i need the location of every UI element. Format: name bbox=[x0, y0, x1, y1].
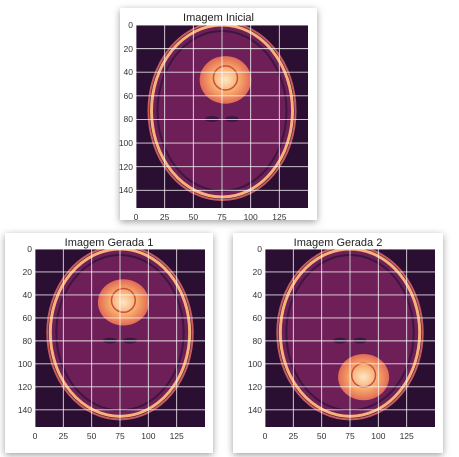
x-tick-label: 125 bbox=[399, 431, 414, 441]
panel-card-generated-1: Imagem Gerada 1 0 20 40 60 80 100 120 140 0 25 50 7… bbox=[5, 233, 213, 453]
tumor-core-ring bbox=[212, 65, 239, 91]
x-tick-label: 25 bbox=[288, 431, 299, 441]
tumor-region bbox=[199, 56, 252, 104]
y-tick-label: 60 bbox=[22, 312, 32, 323]
x-tick-label: 100 bbox=[141, 431, 156, 441]
y-tick-label: 80 bbox=[22, 335, 32, 346]
panel-title: Imagem Gerada 1 bbox=[64, 237, 154, 249]
y-tick-label: 20 bbox=[252, 266, 262, 277]
y-tick-label: 40 bbox=[22, 289, 32, 300]
y-tick-label: 140 bbox=[17, 404, 32, 415]
x-tick-label: 75 bbox=[115, 431, 125, 441]
x-tick-label: 0 bbox=[262, 431, 268, 441]
tumor-region bbox=[97, 279, 149, 326]
x-tick-label: 100 bbox=[243, 212, 258, 222]
y-tick-label: 120 bbox=[17, 381, 32, 392]
panel-title: Imagem Inicial bbox=[183, 12, 254, 24]
x-tick-label: 125 bbox=[169, 431, 184, 441]
y-tick-label: 20 bbox=[123, 43, 133, 54]
x-tick-label: 0 bbox=[133, 212, 139, 222]
y-tick-label: 60 bbox=[252, 312, 262, 323]
y-tick-label: 140 bbox=[118, 185, 133, 196]
y-tick-label: 100 bbox=[17, 358, 32, 369]
x-tick-label: 125 bbox=[272, 212, 287, 222]
x-tick-label: 75 bbox=[217, 212, 227, 222]
y-tick-label: 20 bbox=[22, 266, 32, 277]
y-tick-label: 120 bbox=[118, 161, 133, 172]
y-tick-label: 120 bbox=[247, 381, 262, 392]
x-tick-label: 100 bbox=[371, 431, 386, 441]
mri-image-generated-2 bbox=[265, 249, 435, 427]
panel-title: Imagem Gerada 2 bbox=[293, 237, 383, 249]
x-tick-label: 25 bbox=[159, 212, 170, 222]
y-tick-label: 60 bbox=[123, 90, 133, 101]
x-tick-label: 0 bbox=[32, 431, 38, 441]
y-tick-label: 40 bbox=[252, 289, 262, 300]
y-tick-label: 0 bbox=[27, 244, 32, 254]
mri-image-initial bbox=[136, 25, 308, 208]
y-tick-label: 80 bbox=[123, 114, 133, 125]
y-tick-label: 80 bbox=[252, 335, 262, 346]
mri-image-generated-1 bbox=[35, 249, 205, 427]
x-tick-label: 50 bbox=[86, 431, 97, 441]
y-tick-label: 100 bbox=[118, 138, 133, 149]
x-tick-label: 25 bbox=[58, 431, 69, 441]
panel-card-initial: Imagem Inicial 0 20 40 60 80 100 120 140 0 25 50 75… bbox=[119, 8, 317, 222]
y-tick-label: 0 bbox=[128, 20, 133, 30]
panel-card-generated-2: Imagem Gerada 2 0 20 40 60 80 100 120 140 0 25 50 7… bbox=[233, 233, 443, 453]
x-tick-label: 50 bbox=[188, 212, 199, 222]
y-tick-label: 100 bbox=[247, 358, 262, 369]
tumor-core-ring bbox=[110, 287, 137, 314]
tumor-region bbox=[338, 354, 390, 401]
x-tick-label: 50 bbox=[316, 431, 327, 441]
x-tick-label: 75 bbox=[345, 431, 355, 441]
y-tick-label: 0 bbox=[257, 244, 262, 254]
y-tick-label: 140 bbox=[247, 404, 262, 415]
y-tick-label: 40 bbox=[123, 67, 133, 78]
